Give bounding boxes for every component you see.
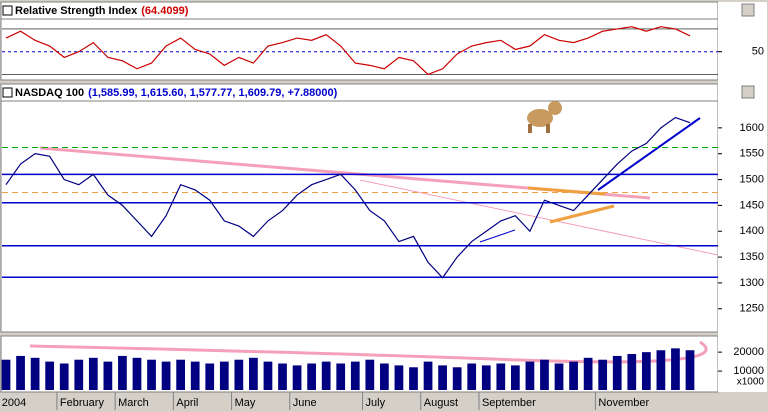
volume-bar xyxy=(481,365,491,390)
unit-label: x1000 xyxy=(737,377,765,388)
x-tick-label: July xyxy=(366,397,386,409)
x-tick-label: November xyxy=(598,397,649,409)
trendline xyxy=(527,186,606,196)
panel-menu[interactable] xyxy=(2,87,13,98)
volume-bar xyxy=(423,361,433,390)
volume-bar xyxy=(612,355,622,390)
x-tick-label: March xyxy=(118,397,149,409)
y-tick-label: 1600 xyxy=(740,122,764,134)
y-tick-label: 50 xyxy=(752,46,764,58)
y-tick-label: 1450 xyxy=(740,199,764,211)
trendline xyxy=(549,204,615,224)
volume-bar xyxy=(365,359,375,390)
x-tick-label: August xyxy=(424,397,458,409)
volume-bar xyxy=(525,361,535,390)
y-tick-label: 1550 xyxy=(740,148,764,160)
trendline xyxy=(359,179,719,256)
series-line xyxy=(5,26,691,76)
volume-bar xyxy=(219,361,229,390)
rsi-value: (64.4099) xyxy=(141,5,188,17)
y-tick-label: 1400 xyxy=(740,225,764,237)
volume-bar xyxy=(147,359,156,390)
volume-bar xyxy=(205,363,215,390)
volume-bar xyxy=(394,365,404,390)
close-button[interactable] xyxy=(741,85,755,99)
volume-bar xyxy=(30,357,40,390)
volume-bar xyxy=(554,363,564,390)
x-tick-label: 2004 xyxy=(2,397,26,409)
volume-bar xyxy=(627,354,637,390)
volume-bar xyxy=(496,363,506,390)
window-buttons xyxy=(741,3,755,99)
volume-bar xyxy=(321,361,331,390)
volume-bar xyxy=(671,348,680,390)
volume-bar xyxy=(641,352,651,390)
volume-bar xyxy=(292,365,302,390)
volume-bar xyxy=(307,363,316,390)
x-tick-label: April xyxy=(176,397,198,409)
volume-bar xyxy=(59,363,69,390)
volume-bar xyxy=(16,355,25,390)
volume-bar xyxy=(118,355,127,390)
volume-bar xyxy=(45,361,55,390)
series-line xyxy=(5,116,691,279)
volume-bar xyxy=(263,361,273,390)
axis-area xyxy=(718,2,767,392)
y-tick-label: 1300 xyxy=(740,277,764,289)
price-values: (1,585.99, 1,615.60, 1,577.77, 1,609.79,… xyxy=(88,87,338,99)
volume-bar xyxy=(74,359,84,390)
volume-bar xyxy=(380,363,389,390)
volume-bar xyxy=(278,363,287,390)
volume-bar xyxy=(656,350,666,390)
close-button[interactable] xyxy=(741,3,755,17)
volume-bar xyxy=(452,367,462,390)
volume-bar xyxy=(88,357,98,390)
volume-bar xyxy=(234,359,244,390)
volume-bar xyxy=(583,357,593,390)
volume-bar xyxy=(467,363,477,390)
volume-bar xyxy=(336,363,346,390)
x-tick-label: September xyxy=(482,397,536,409)
price-panel xyxy=(0,83,719,333)
volume-bar xyxy=(249,357,258,390)
cat-head xyxy=(548,101,562,115)
volume-bar xyxy=(685,350,695,390)
volume-bar xyxy=(438,365,447,390)
cat-leg xyxy=(546,124,550,133)
x-tick-label: June xyxy=(293,397,317,409)
y-tick-label: 20000 xyxy=(733,346,764,358)
y-tick-label: 1350 xyxy=(740,251,764,263)
volume-bar xyxy=(540,359,549,390)
x-tick-label: May xyxy=(235,397,256,409)
panel-menu[interactable] xyxy=(2,5,13,16)
rsi-title: Relative Strength Index xyxy=(15,5,138,17)
trendline xyxy=(479,229,516,243)
volume-bar xyxy=(510,365,520,390)
volume-bar xyxy=(190,361,200,390)
trendline xyxy=(597,117,701,191)
cat-leg xyxy=(528,124,532,133)
y-tick-label: 1500 xyxy=(740,173,764,185)
volume-bar xyxy=(598,359,608,390)
cat-body xyxy=(527,109,553,127)
cat-icon xyxy=(527,101,562,133)
y-tick-label: 1250 xyxy=(740,303,764,315)
price-title: NASDAQ 100 xyxy=(15,87,84,99)
volume-bar xyxy=(132,357,142,390)
volume-bar xyxy=(409,367,418,390)
volume-bar xyxy=(350,361,360,390)
x-tick-label: February xyxy=(60,397,105,409)
volume-bar xyxy=(569,361,578,390)
volume-bar xyxy=(103,361,113,390)
y-tick-label: 10000 xyxy=(733,365,764,377)
volume-bar xyxy=(1,359,11,390)
volume-bar xyxy=(161,361,171,390)
rsi-panel xyxy=(0,1,719,81)
volume-bar xyxy=(176,359,186,390)
